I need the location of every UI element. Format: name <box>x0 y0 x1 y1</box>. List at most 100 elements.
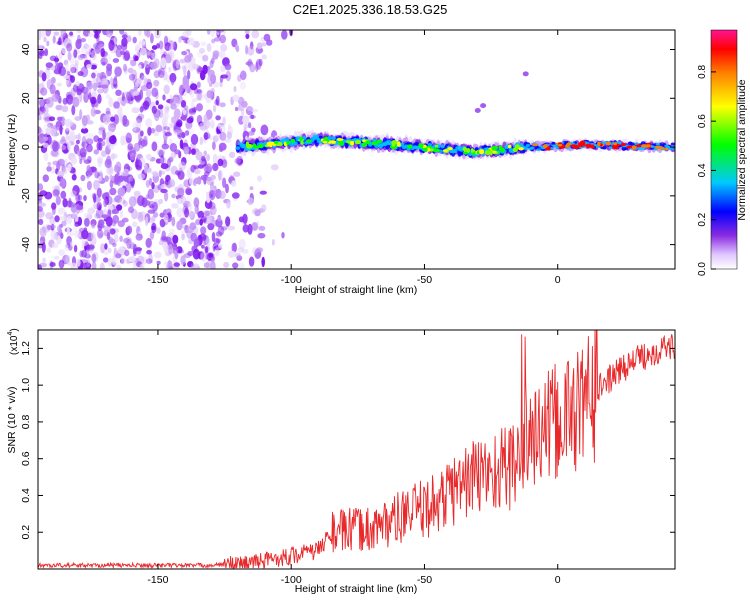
band-peak <box>591 144 595 149</box>
noise-blob <box>110 153 116 161</box>
noise-blob <box>141 63 145 69</box>
band-peak <box>362 139 366 143</box>
noise-blob <box>169 266 174 269</box>
noise-blob <box>48 128 57 137</box>
noise-blob <box>165 54 171 63</box>
noise-blob <box>72 168 76 177</box>
noise-blob <box>128 176 134 182</box>
noise-blob <box>146 194 150 200</box>
noise-blob <box>46 224 53 231</box>
spectrogram-y-tick-label: 20 <box>20 92 32 104</box>
noise-blob <box>192 248 200 260</box>
band-peak <box>507 144 512 149</box>
band-peak <box>620 142 626 147</box>
noise-blob <box>224 63 232 71</box>
noise-blob <box>58 37 62 46</box>
noise-blob <box>62 167 68 174</box>
noise-blob <box>105 53 112 64</box>
noise-blob <box>166 106 170 111</box>
noise-blob <box>38 30 42 41</box>
noise-blob <box>248 256 255 267</box>
noise-blob <box>245 33 250 40</box>
noise-blob <box>187 251 194 256</box>
noise-blob <box>91 231 96 242</box>
band-peak <box>515 144 520 150</box>
noise-blob <box>215 133 223 140</box>
noise-blob <box>108 247 112 254</box>
noise-blob <box>212 104 217 113</box>
noise-blob <box>162 94 166 101</box>
noise-blob <box>81 135 87 147</box>
noise-blob <box>91 223 96 229</box>
noise-blob <box>43 123 51 133</box>
noise-blob <box>215 238 221 244</box>
band-peak <box>365 140 371 145</box>
noise-blob <box>100 47 105 58</box>
spectrogram-axes: -150 -100 -50 0 -40 -20 0 20 40 <box>20 30 675 286</box>
noise-blob <box>83 195 87 202</box>
noise-blob <box>126 137 132 143</box>
noise-blob <box>234 43 239 51</box>
noise-blob <box>109 228 116 235</box>
noise-blob <box>81 249 87 258</box>
noise-blob <box>96 75 103 86</box>
noise-blob <box>181 230 186 237</box>
noise-blob <box>70 75 75 83</box>
noise-blob <box>209 82 213 87</box>
noise-blob <box>53 185 61 196</box>
noise-blob <box>171 203 179 209</box>
noise-blob <box>139 106 144 113</box>
snr-marks <box>38 330 675 569</box>
noise-blob <box>210 219 218 227</box>
band-peak <box>323 140 328 144</box>
band-peak <box>478 149 485 155</box>
noise-blob <box>251 222 258 231</box>
noise-blob <box>256 42 263 50</box>
noise-blob <box>132 121 137 132</box>
band-peak <box>266 141 274 147</box>
noise-blob <box>187 88 193 95</box>
noise-blob <box>59 215 67 222</box>
figure-title: C2E1.2025.336.18.53.G25 <box>293 2 448 17</box>
noise-blob <box>101 214 109 219</box>
noise-blob <box>216 30 224 33</box>
noise-blob <box>135 119 142 130</box>
noise-blob <box>196 81 201 88</box>
band-peak <box>492 150 497 154</box>
noise-blob <box>53 57 60 63</box>
noise-blob <box>121 37 128 48</box>
band-blob <box>593 144 599 147</box>
noise-blob <box>151 141 158 152</box>
noise-blob <box>112 58 120 63</box>
noise-blob <box>237 74 242 82</box>
noise-blob <box>159 212 165 218</box>
noise-blob <box>242 115 250 125</box>
spectrogram-y-tick-label: 0 <box>20 144 32 150</box>
noise-blob <box>128 206 134 214</box>
noise-blob <box>257 232 266 239</box>
noise-blob <box>126 239 131 248</box>
noise-blob <box>240 70 247 81</box>
noise-blob <box>62 198 68 208</box>
noise-blob <box>76 205 84 211</box>
noise-blob <box>46 247 52 253</box>
noise-blob <box>41 242 46 253</box>
noise-blob <box>168 66 172 73</box>
noise-blob <box>168 243 174 255</box>
noise-blob <box>126 225 133 235</box>
noise-blob <box>46 40 50 47</box>
noise-blob <box>214 237 220 246</box>
noise-blob <box>86 138 92 143</box>
noise-blob <box>217 214 221 222</box>
noise-blob <box>200 226 207 235</box>
noise-blob <box>97 176 102 182</box>
noise-blob <box>261 256 266 268</box>
noise-blob <box>149 204 155 209</box>
band-blob <box>655 142 661 146</box>
isolated-blob <box>474 107 481 113</box>
noise-blob <box>61 47 67 55</box>
snr-y-tick-label: 0.2 <box>20 525 32 540</box>
colorbar-tick-label: 0.2 <box>697 212 708 226</box>
noise-blob <box>98 219 105 226</box>
noise-blob <box>164 179 170 185</box>
